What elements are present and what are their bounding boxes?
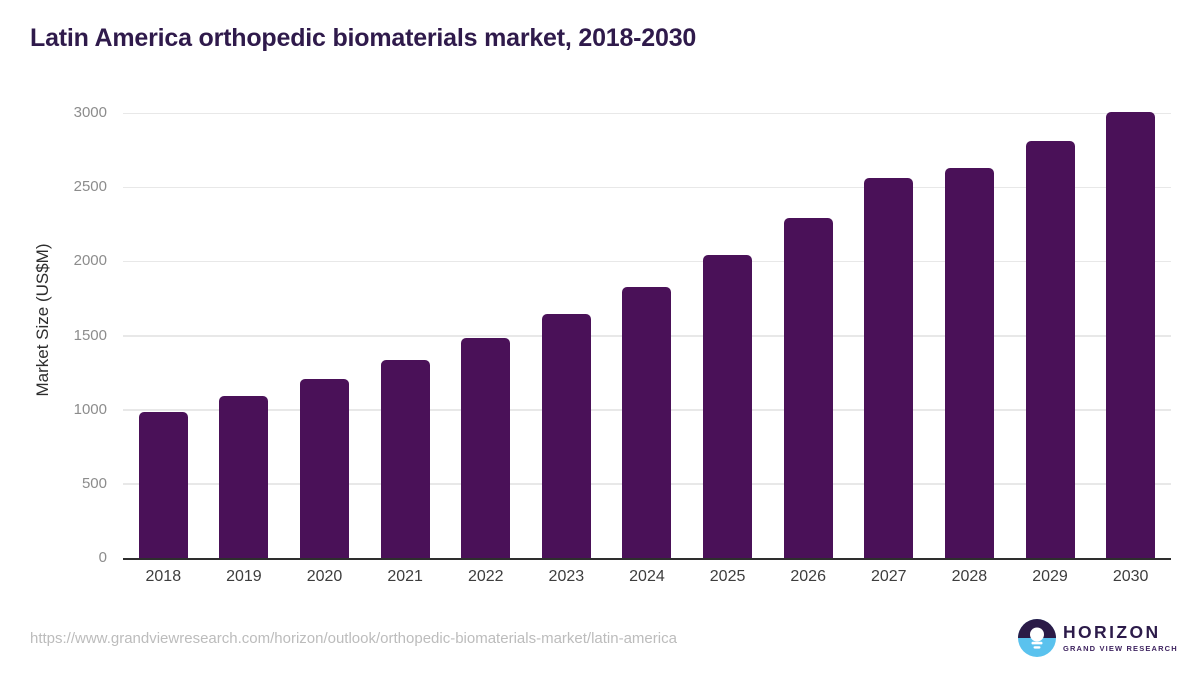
logo-title: HORIZON — [1063, 622, 1161, 642]
y-tick-3000: 3000 — [73, 104, 107, 121]
bar-2030 — [1106, 111, 1156, 558]
x-tick-2024: 2024 — [629, 568, 665, 585]
bar-slot-2025 — [687, 113, 768, 558]
bars-container — [123, 111, 1171, 558]
gridline-3000 — [123, 112, 1171, 114]
bar-2029 — [1025, 141, 1075, 558]
bar-slot-2026 — [768, 113, 849, 558]
bar-2026 — [783, 218, 833, 558]
bar-slot-2020 — [284, 113, 365, 558]
y-tick-500: 500 — [81, 474, 107, 492]
x-tick-2029: 2029 — [1032, 568, 1068, 585]
bar-slot-2024 — [607, 113, 688, 558]
y-tick-2000: 2000 — [73, 252, 107, 270]
y-tick-1500: 1500 — [73, 326, 107, 344]
y-tick-1000: 1000 — [73, 400, 107, 418]
bar-slot-2029 — [1010, 113, 1091, 558]
bar-slot-2018 — [123, 113, 204, 558]
bar-2024 — [622, 286, 672, 558]
bar-slot-2021 — [365, 113, 446, 558]
x-tick-2025: 2025 — [709, 568, 746, 585]
bar-2019 — [219, 396, 269, 558]
x-axis-line — [123, 558, 1171, 560]
bar-2020 — [300, 379, 350, 558]
x-axis-labels: 2018 2019 2020 2021 2022 2023 2024 2025 2026 2027… — [123, 568, 1171, 586]
x-tick-2022: 2022 — [467, 568, 504, 585]
horizon-logo-icon — [1018, 619, 1056, 657]
bar-2022 — [461, 338, 511, 558]
bar-slot-2030 — [1090, 111, 1171, 558]
x-tick-2018: 2018 — [145, 568, 182, 585]
x-tick-2023: 2023 — [548, 568, 585, 585]
bar-2021 — [380, 359, 430, 558]
x-tick-2020: 2020 — [306, 568, 343, 585]
bar-2023 — [541, 314, 591, 558]
bar-2018 — [138, 411, 188, 558]
bar-2028 — [944, 167, 994, 558]
x-tick-2030: 2030 — [1112, 568, 1149, 585]
bar-2027 — [864, 177, 914, 558]
bar-2025 — [703, 254, 753, 558]
source-url: https://www.grandviewresearch.com/horizo… — [30, 630, 677, 647]
logo-subtitle: GRAND VIEW RESEARCH — [1063, 644, 1178, 653]
bar-slot-2027 — [848, 113, 929, 558]
bar-slot-2019 — [204, 113, 285, 558]
y-tick-2500: 2500 — [73, 178, 107, 196]
horizon-logo: HORIZON GRAND VIEW RESEARCH — [1018, 619, 1178, 657]
x-tick-2026: 2026 — [790, 568, 826, 585]
x-tick-2021: 2021 — [387, 568, 423, 585]
bar-slot-2023 — [526, 113, 607, 558]
bar-slot-2028 — [929, 113, 1010, 558]
gridline-2000 — [123, 260, 1171, 263]
plot-area: 0 500 1000 1500 2000 2500 3000 — [74, 104, 1171, 566]
bar-slot-2022 — [445, 113, 526, 558]
horizon-logo-text: HORIZON GRAND VIEW RESEARCH — [1063, 622, 1178, 654]
gridline-2500 — [123, 186, 1171, 189]
x-tick-2019: 2019 — [226, 568, 262, 585]
y-tick-0: 0 — [98, 549, 107, 566]
x-tick-2028: 2028 — [951, 568, 988, 585]
chart-title: Latin America orthopedic biomaterials ma… — [30, 24, 697, 52]
x-tick-2027: 2027 — [870, 568, 907, 585]
